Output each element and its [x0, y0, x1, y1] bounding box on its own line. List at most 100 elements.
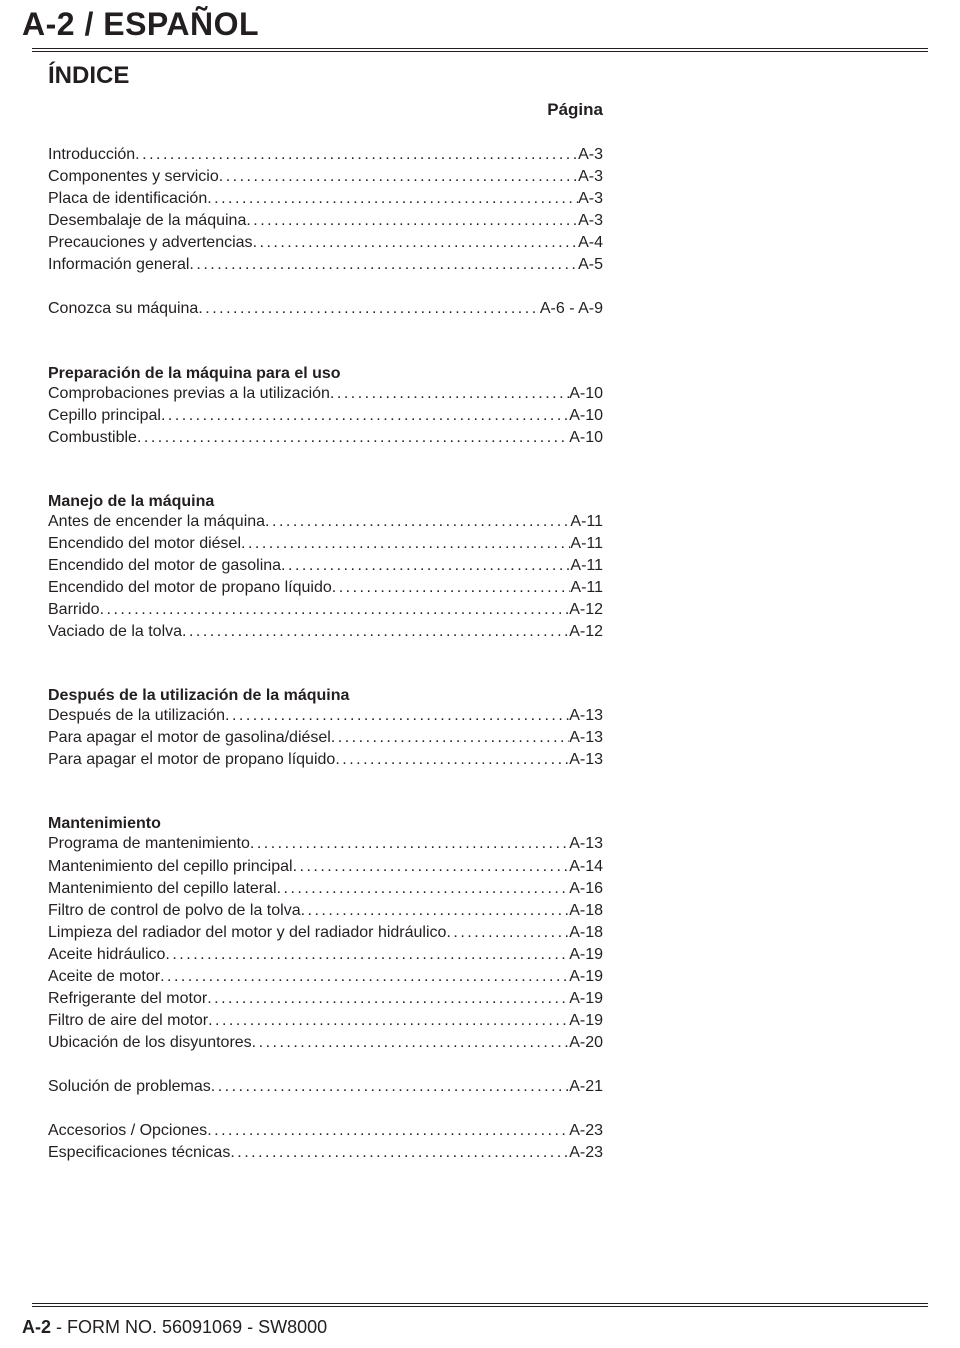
toc-leader-dots: [293, 856, 570, 878]
toc-row-label: Barrido: [48, 599, 100, 621]
toc-row-label: Aceite hidráulico: [48, 944, 165, 966]
toc-leader-dots: [208, 1010, 569, 1032]
toc-row-label: Programa de mantenimiento: [48, 833, 250, 855]
toc-row-page: A-20: [569, 1032, 603, 1054]
toc-row-page: A-12: [569, 621, 603, 643]
toc-row: Encendido del motor de gasolina A-11: [48, 555, 603, 577]
toc-row-label: Cepillo principal: [48, 405, 161, 427]
toc-row-label: Precauciones y advertencias: [48, 232, 253, 254]
section-spacer: [48, 276, 603, 298]
toc-content: ÍNDICE Página IntroducciónA-3Componentes…: [48, 62, 603, 1165]
pagina-column-label: Página: [48, 100, 603, 120]
toc-row: Vaciado de la tolva A-12: [48, 621, 603, 643]
toc-section-heading: Preparación de la máquina para el uso: [48, 365, 603, 383]
toc-leader-dots: [252, 1032, 570, 1054]
toc-row: Para apagar el motor de propano líquido A…: [48, 749, 603, 771]
toc-row-label: Especificaciones técnicas: [48, 1142, 230, 1164]
toc-row: Placa de identificación A-3: [48, 188, 603, 210]
section-spacer: [48, 643, 603, 665]
toc-row-page: A-3: [578, 188, 603, 210]
toc-body: IntroducciónA-3Componentes y servicioA-3…: [48, 144, 603, 1165]
toc-row-label: Para apagar el motor de propano líquido: [48, 749, 335, 771]
toc-row-label: Después de la utilización: [48, 705, 225, 727]
toc-row-page: A-11: [570, 533, 603, 555]
toc-leader-dots: [207, 188, 578, 210]
toc-row-page: A-13: [569, 749, 603, 771]
toc-row-page: A-12: [569, 599, 603, 621]
toc-row: Filtro de control de polvo de la tolvaA-…: [48, 900, 603, 922]
toc-row-page: A-4: [578, 232, 603, 254]
toc-row: Desembalaje de la máquinaA-3: [48, 210, 603, 232]
toc-leader-dots: [198, 298, 540, 320]
toc-row-page: A-11: [570, 511, 603, 533]
indice-heading: ÍNDICE: [48, 62, 603, 90]
toc-row: Limpieza del radiador del motor y del ra…: [48, 922, 603, 944]
toc-row-page: A-10: [569, 383, 603, 405]
section-spacer: [48, 321, 603, 343]
toc-row: Especificaciones técnicas A-23: [48, 1142, 603, 1164]
toc-row: Solución de problemasA-21: [48, 1076, 603, 1098]
toc-row: Barrido A-12: [48, 599, 603, 621]
toc-leader-dots: [165, 944, 569, 966]
toc-row-page: A-3: [578, 210, 603, 232]
toc-row-page: A-14: [569, 856, 603, 878]
toc-row-page: A-11: [570, 555, 603, 577]
toc-leader-dots: [330, 383, 569, 405]
toc-row: Filtro de aire del motor A-19: [48, 1010, 603, 1032]
toc-row-label: Refrigerante del motor: [48, 988, 207, 1010]
toc-row-page: A-13: [569, 705, 603, 727]
toc-leader-dots: [335, 749, 569, 771]
toc-leader-dots: [246, 210, 578, 232]
toc-row-label: Combustible: [48, 427, 137, 449]
page-header-title: A-2 / ESPAÑOL: [22, 6, 259, 43]
toc-row-label: Aceite de motor: [48, 966, 160, 988]
toc-leader-dots: [230, 1142, 569, 1164]
toc-row-page: A-3: [578, 166, 603, 188]
toc-row-page: A-13: [569, 833, 603, 855]
toc-row: Encendido del motor de propano líquido A…: [48, 577, 603, 599]
toc-leader-dots: [250, 833, 569, 855]
toc-leader-dots: [331, 727, 569, 749]
toc-row: Mantenimiento del cepillo lateralA-16: [48, 878, 603, 900]
section-spacer: [48, 449, 603, 471]
toc-row: Encendido del motor diésel A-11: [48, 533, 603, 555]
toc-leader-dots: [207, 988, 569, 1010]
toc-row-label: Filtro de aire del motor: [48, 1010, 208, 1032]
toc-row: Conozca su máquina A-6 - A-9: [48, 298, 603, 320]
toc-row: Precauciones y advertencias A-4: [48, 232, 603, 254]
toc-row-page: A-10: [569, 405, 603, 427]
toc-row-page: A-19: [569, 944, 603, 966]
toc-row: Después de la utilización A-13: [48, 705, 603, 727]
toc-row-page: A-16: [569, 878, 603, 900]
toc-row-page: A-5: [578, 254, 603, 276]
toc-section-heading: Manejo de la máquina: [48, 493, 603, 511]
toc-leader-dots: [332, 577, 571, 599]
toc-row: Aceite hidráulico A-19: [48, 944, 603, 966]
toc-leader-dots: [182, 621, 569, 643]
toc-row-page: A-21: [569, 1076, 603, 1098]
toc-leader-dots: [100, 599, 570, 621]
toc-row-page: A-13: [569, 727, 603, 749]
toc-row: Para apagar el motor de gasolina/diéselA…: [48, 727, 603, 749]
toc-row-label: Comprobaciones previas a la utilización: [48, 383, 330, 405]
toc-row-page: A-23: [569, 1142, 603, 1164]
section-spacer: [48, 771, 603, 793]
toc-leader-dots: [225, 705, 569, 727]
toc-row-label: Encendido del motor de propano líquido: [48, 577, 332, 599]
toc-row: Información generalA-5: [48, 254, 603, 276]
top-rule-inner: [32, 51, 928, 52]
toc-row: Antes de encender la máquina A-11: [48, 511, 603, 533]
toc-row-label: Encendido del motor de gasolina: [48, 555, 281, 577]
toc-row-label: Accesorios / Opciones: [48, 1120, 207, 1142]
toc-row-label: Componentes y servicio: [48, 166, 219, 188]
toc-leader-dots: [253, 232, 579, 254]
toc-row-page: A-19: [569, 1010, 603, 1032]
toc-row-label: Vaciado de la tolva: [48, 621, 182, 643]
toc-leader-dots: [135, 144, 578, 166]
toc-row-label: Limpieza del radiador del motor y del ra…: [48, 922, 446, 944]
toc-row: Accesorios / OpcionesA-23: [48, 1120, 603, 1142]
toc-row: Programa de mantenimiento A-13: [48, 833, 603, 855]
toc-row-label: Placa de identificación: [48, 188, 207, 210]
footer-text: A-2 - FORM NO. 56091069 - SW8000: [22, 1317, 327, 1338]
toc-leader-dots: [241, 533, 570, 555]
